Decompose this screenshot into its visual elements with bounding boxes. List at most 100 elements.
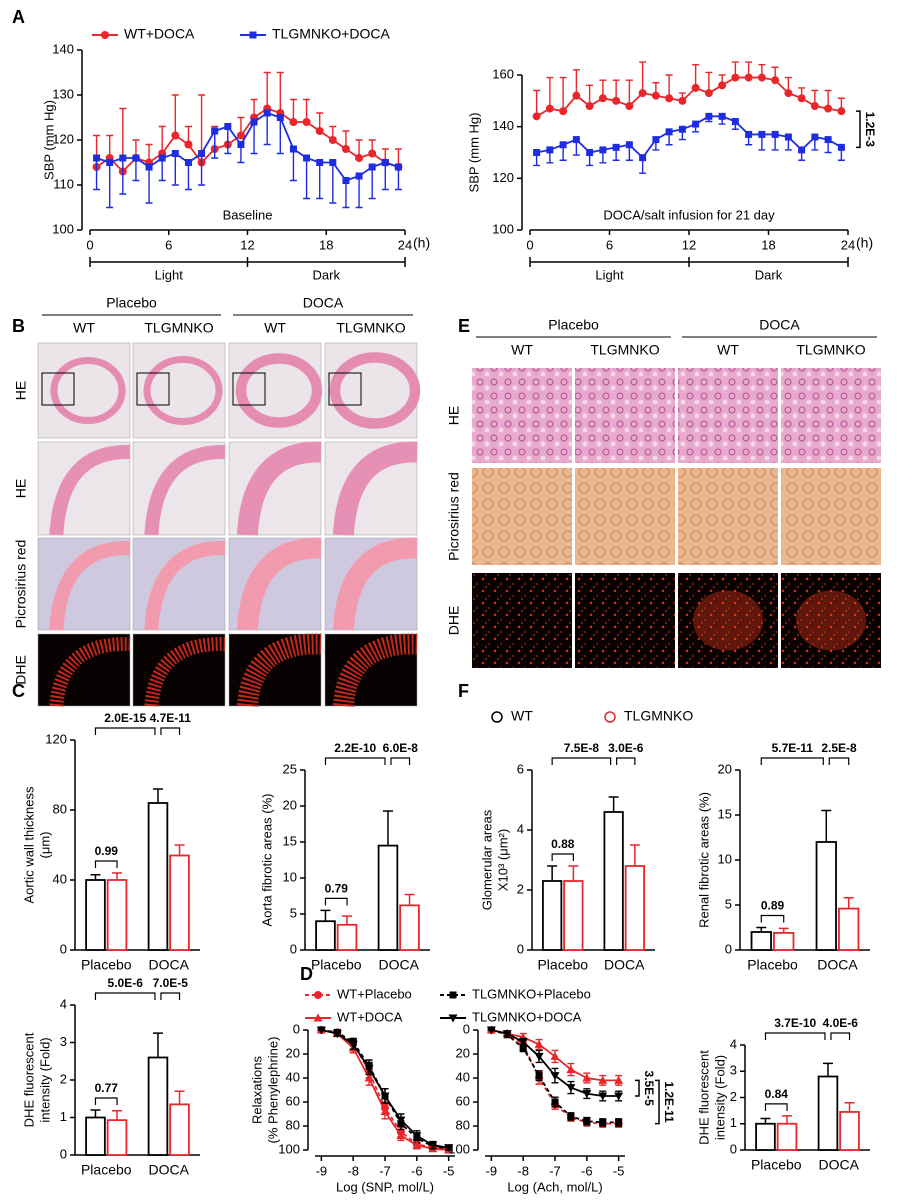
error-bar xyxy=(276,117,284,155)
x-tick-label: -5 xyxy=(443,1163,455,1178)
comparison-bracket xyxy=(655,1079,660,1125)
period-bar xyxy=(529,257,849,267)
vessel-wall xyxy=(332,441,418,536)
error-bar xyxy=(93,158,101,191)
bar xyxy=(106,1119,128,1156)
chart-note: DOCA/salt infusion for 21 day xyxy=(603,207,775,222)
p-value: 4.0E-6 xyxy=(823,1016,859,1030)
zoom-box xyxy=(328,372,362,406)
bar xyxy=(85,879,106,951)
data-point xyxy=(106,159,114,166)
data-point xyxy=(837,107,846,116)
data-point xyxy=(211,127,219,135)
panel-letter: A xyxy=(12,7,25,27)
p-value: 3.7E-10 xyxy=(774,1016,816,1030)
data-point xyxy=(518,1038,528,1047)
error-bar xyxy=(782,1115,793,1124)
data-point xyxy=(534,1052,544,1061)
data-point xyxy=(559,107,568,116)
comparison-bracket xyxy=(551,853,574,861)
error-bar xyxy=(559,76,567,112)
group-header: DOCA xyxy=(303,295,344,311)
comparison-bracket xyxy=(760,757,824,765)
micrograph xyxy=(575,573,675,668)
data-point xyxy=(784,133,792,141)
error-bar xyxy=(106,162,114,209)
data-point xyxy=(692,120,700,128)
series-line xyxy=(536,115,842,160)
comparison-bracket xyxy=(94,992,156,1000)
data-point xyxy=(158,154,166,162)
data-point xyxy=(665,128,673,136)
p-value: 7.5E-8 xyxy=(564,741,600,755)
comparison-bracket xyxy=(856,110,861,149)
data-point xyxy=(551,1098,559,1106)
bar xyxy=(750,931,772,951)
data-point xyxy=(771,76,780,85)
group-header: Placebo xyxy=(548,317,599,333)
data-point xyxy=(145,163,153,171)
data-point xyxy=(598,1075,608,1084)
data-point xyxy=(236,131,245,140)
x-tick-label: 6 xyxy=(165,237,172,252)
legend-label: TLGMNKO+Placebo xyxy=(472,986,591,1001)
zoom-box xyxy=(136,372,170,406)
y-axis-label: Relaxations xyxy=(249,1056,264,1124)
data-point xyxy=(582,1090,592,1099)
data-point xyxy=(612,96,621,105)
vessel-wall xyxy=(332,633,418,708)
micrograph xyxy=(472,368,572,463)
x-tick-label: DOCA xyxy=(149,1162,190,1178)
data-point xyxy=(797,94,806,103)
error-bar xyxy=(263,113,271,146)
data-point xyxy=(355,154,364,162)
vessel-wall xyxy=(144,540,226,631)
y-tick-label: 10 xyxy=(718,851,732,866)
x-tick-label: 24 xyxy=(398,237,412,252)
bar xyxy=(838,907,860,951)
micrograph xyxy=(575,368,675,463)
vessel-wall xyxy=(144,636,226,707)
error-bar xyxy=(404,893,415,906)
legend-label: WT+DOCA xyxy=(337,1009,403,1024)
y-tick-label: 20 xyxy=(718,761,732,776)
data-point xyxy=(798,146,806,154)
y-tick-label: 110 xyxy=(53,176,74,191)
data-point xyxy=(550,1072,560,1081)
data-point xyxy=(550,1051,560,1060)
y-tick-label: 2 xyxy=(60,1071,67,1086)
data-point xyxy=(585,102,594,110)
period-label: Light xyxy=(155,267,184,282)
x-axis-label: Log (SNP, mol/L) xyxy=(336,1179,434,1194)
error-bar xyxy=(198,153,206,186)
y-tick-label: 20 xyxy=(286,1045,300,1060)
data-point xyxy=(303,154,311,162)
y-tick-label: 100 xyxy=(492,221,514,236)
y-tick-label: 80 xyxy=(456,1117,470,1132)
data-point xyxy=(625,141,633,149)
error-bar xyxy=(303,158,311,200)
error-bar xyxy=(329,162,337,204)
data-point xyxy=(614,1075,624,1084)
row-label: DHE xyxy=(446,606,462,636)
x-tick-label: -9 xyxy=(316,1163,328,1178)
genotype-label: WT xyxy=(511,342,533,358)
bar xyxy=(147,1056,169,1156)
data-point xyxy=(171,131,180,140)
zoom-box xyxy=(41,372,75,406)
p-value: 0.77 xyxy=(95,1081,119,1095)
y-tick-label: 0 xyxy=(290,941,297,956)
data-point xyxy=(665,94,674,103)
error-bar xyxy=(152,1032,163,1058)
bar xyxy=(817,1075,839,1151)
y-tick-label: 0 xyxy=(60,941,67,956)
error-bar xyxy=(844,1102,855,1112)
y-axis-label: X10³ (μm²) xyxy=(495,829,510,891)
x-axis-label: Log (Ach, mol/L) xyxy=(507,1179,602,1194)
bar xyxy=(815,841,837,951)
group-header: DOCA xyxy=(759,317,800,333)
y-tick-label: 40 xyxy=(286,1069,300,1084)
legend-label: TLGMNKO+DOCA xyxy=(272,26,391,42)
data-point xyxy=(486,1026,496,1035)
comparison-bracket xyxy=(390,757,411,765)
